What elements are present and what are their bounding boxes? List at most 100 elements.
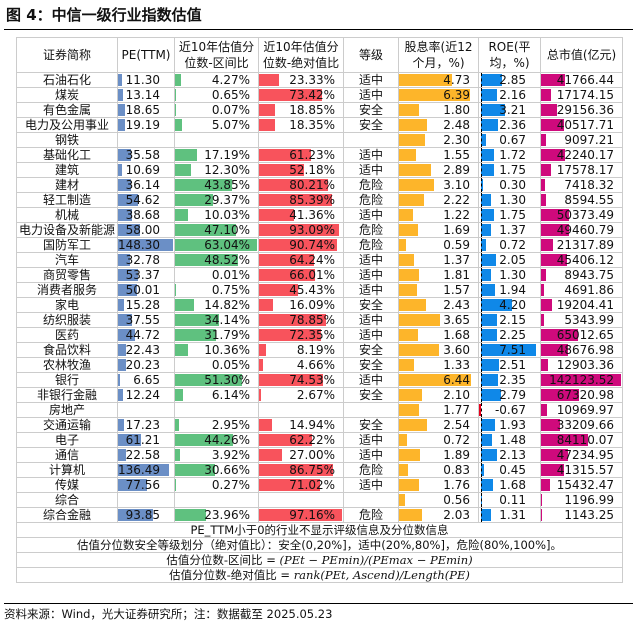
cell-value: 2.30 <box>443 133 470 147</box>
cell-value: 1.57 <box>443 283 470 297</box>
cell-value: 1.75 <box>499 163 526 177</box>
dividend-bar <box>399 164 432 176</box>
cell-value: 142123.52 <box>549 373 614 387</box>
data-cell: 1.80 <box>398 102 479 118</box>
data-cell: 73.42% <box>258 87 344 103</box>
note-row: 估值分位数-区间比 = (PEt − PEmin)/(PEmax − PEmin… <box>16 552 623 568</box>
industry-name: 建筑 <box>16 162 118 178</box>
cell-value: 36.14 <box>125 178 160 192</box>
data-cell: 4.20 <box>478 297 541 313</box>
pe-bar <box>118 239 173 251</box>
column-header: PE(TTM) <box>117 37 175 73</box>
data-cell: 1.30 <box>478 267 541 283</box>
cell-value: 62.22% <box>289 433 335 447</box>
range-pct-bar <box>175 89 176 101</box>
column-header: 股息率(近12个月，%) <box>398 37 479 73</box>
roe-axis <box>481 178 482 192</box>
cell-value: 6.65 <box>133 373 160 387</box>
table-row: 国防军工 148.30 63.04% 90.74% 危险 0.59 0.72 21317.89 <box>16 237 623 253</box>
data-cell: 21317.89 <box>540 237 623 253</box>
note-row: 估值分位数安全等级划分（绝对值比）：安全(0,20%]，适中(20%,80%]，… <box>16 537 623 553</box>
data-cell <box>174 492 259 508</box>
cell-value: 1196.99 <box>564 493 614 507</box>
roe-axis <box>481 88 482 102</box>
data-cell: 1.68 <box>398 327 479 343</box>
cell-value: 22.43 <box>125 343 160 357</box>
data-cell: 2.03 <box>398 507 479 523</box>
data-cell: 17.19% <box>174 147 259 163</box>
cell-value: 1.69 <box>443 223 470 237</box>
abs-pct-bar <box>259 434 313 446</box>
cell-value: 11.30 <box>125 73 160 87</box>
abs-pct-bar <box>259 419 272 431</box>
dividend-bar <box>399 359 414 371</box>
roe-axis <box>481 448 482 462</box>
roe-axis <box>481 328 482 342</box>
roe-bar <box>481 359 500 371</box>
grade: 安全 <box>343 387 399 403</box>
cell-value: 1.30 <box>499 268 526 282</box>
abs-pct-bar <box>259 209 295 221</box>
data-cell <box>258 132 344 148</box>
cell-value: 78.85% <box>289 313 335 327</box>
dividend-bar <box>399 239 406 251</box>
note-negative-pe: PE_TTM小于0的行业不显示评级信息及分位数信息 <box>16 522 623 538</box>
abs-pct-bar <box>259 179 328 191</box>
formula-label: 估值分位数-区间比 = <box>166 553 280 567</box>
data-cell: 35.58 <box>117 147 175 163</box>
column-header: 等级 <box>343 37 399 73</box>
cell-value: 1.68 <box>499 478 526 492</box>
data-cell: 65012.65 <box>540 327 623 343</box>
data-cell: 63.04% <box>174 237 259 253</box>
industry-name: 非银行金融 <box>16 387 118 403</box>
roe-axis <box>481 133 482 147</box>
data-cell: 10969.97 <box>540 402 623 418</box>
data-cell: 5.07% <box>174 117 259 133</box>
data-cell: 1.55 <box>398 147 479 163</box>
cell-value: 49460.79 <box>556 223 614 237</box>
cell-value: 0.27% <box>211 478 250 492</box>
pe-bar <box>118 104 125 116</box>
data-cell: 23.33% <box>258 72 344 88</box>
roe-axis <box>481 313 482 327</box>
dividend-bar <box>399 374 471 386</box>
abs-pct-bar <box>259 254 314 266</box>
data-cell: 1.76 <box>398 477 479 493</box>
dividend-bar <box>399 299 427 311</box>
industry-name: 煤炭 <box>16 87 118 103</box>
data-cell: 0.30 <box>478 177 541 193</box>
data-cell: 0.05% <box>174 357 259 373</box>
roe-axis <box>481 403 482 417</box>
cell-value: 27.00% <box>289 448 335 462</box>
cell-value: 2.05 <box>499 253 526 267</box>
abs-pct-bar <box>259 149 312 161</box>
data-cell: 22.58 <box>117 447 175 463</box>
data-cell: 53.37 <box>117 267 175 283</box>
industry-name: 纺织服装 <box>16 312 118 328</box>
data-cell: 41.36% <box>258 207 344 223</box>
abs-pct-bar <box>259 359 263 371</box>
dividend-bar <box>399 224 418 236</box>
data-cell: 44.72 <box>117 327 175 343</box>
cell-value: 1.22 <box>443 208 470 222</box>
market-cap-bar <box>541 179 546 191</box>
range-pct-bar <box>175 224 237 236</box>
cell-value: 37.55 <box>125 313 160 327</box>
roe-bar <box>481 389 502 401</box>
data-cell: 6.44 <box>398 372 479 388</box>
dividend-bar <box>399 179 434 191</box>
formula-label: 估值分位数-绝对值比 = <box>169 568 294 582</box>
pe-bar <box>118 74 123 86</box>
data-cell: 84110.07 <box>540 432 623 448</box>
cell-value: 0.11 <box>499 493 526 507</box>
market-cap-bar <box>541 374 621 386</box>
cell-value: 8943.75 <box>564 268 614 282</box>
grade: 安全 <box>343 357 399 373</box>
cell-value: 44.72 <box>125 328 160 342</box>
table-row: 房地产 1.77 -0.67 10969.97 <box>16 402 623 418</box>
data-cell: 148.30 <box>117 237 175 253</box>
roe-bar <box>481 449 497 461</box>
grade: 危险 <box>343 177 399 193</box>
data-cell <box>258 492 344 508</box>
cell-value: 47.10% <box>204 223 250 237</box>
